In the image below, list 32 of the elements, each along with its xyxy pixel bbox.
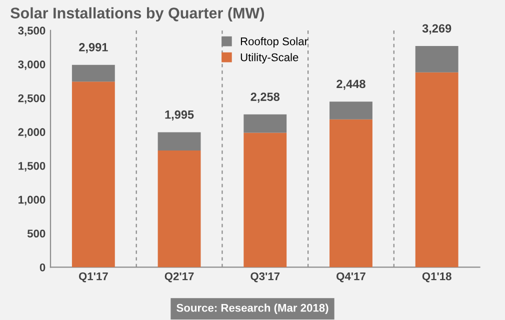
total-label: 2,258 (250, 92, 280, 103)
bar (244, 114, 287, 133)
y-tick-label: 2,500 (18, 94, 46, 104)
total-label: 1,995 (165, 110, 194, 120)
chart-title: Solar Installations by Quarter (MW) (10, 7, 264, 22)
bar (330, 119, 372, 268)
legend-label: Utility-Scale (240, 53, 298, 64)
bar (415, 46, 458, 72)
total-label: 3,269 (422, 24, 452, 34)
y-tick-label: 3,500 (18, 26, 46, 36)
x-tick-label: Q3'17 (250, 272, 280, 282)
bar (158, 150, 201, 268)
x-tick-label: Q1'18 (422, 272, 452, 282)
y-tick-label: 1,500 (18, 162, 46, 172)
legend-label: Rooftop Solar (240, 37, 308, 48)
total-label: 2,448 (336, 80, 366, 90)
y-tick-label: 500 (27, 230, 46, 238)
y-tick-label: 2,000 (18, 128, 46, 138)
bar (415, 72, 458, 268)
x-tick-label: Q2'17 (164, 272, 194, 282)
x-tick-label: Q1'17 (78, 272, 108, 282)
bar (330, 102, 372, 120)
bar (244, 132, 287, 268)
y-tick-label: 3,000 (18, 60, 46, 70)
x-tick-label: Q4'17 (336, 272, 366, 282)
total-label: 2,991 (79, 43, 108, 54)
bar (72, 82, 115, 268)
y-tick-label: 0 (40, 263, 46, 272)
source-note: Source: Research (Mar 2018) (176, 304, 328, 314)
bar (72, 64, 115, 82)
y-tick-label: 1,000 (18, 196, 46, 206)
bar (158, 132, 201, 150)
